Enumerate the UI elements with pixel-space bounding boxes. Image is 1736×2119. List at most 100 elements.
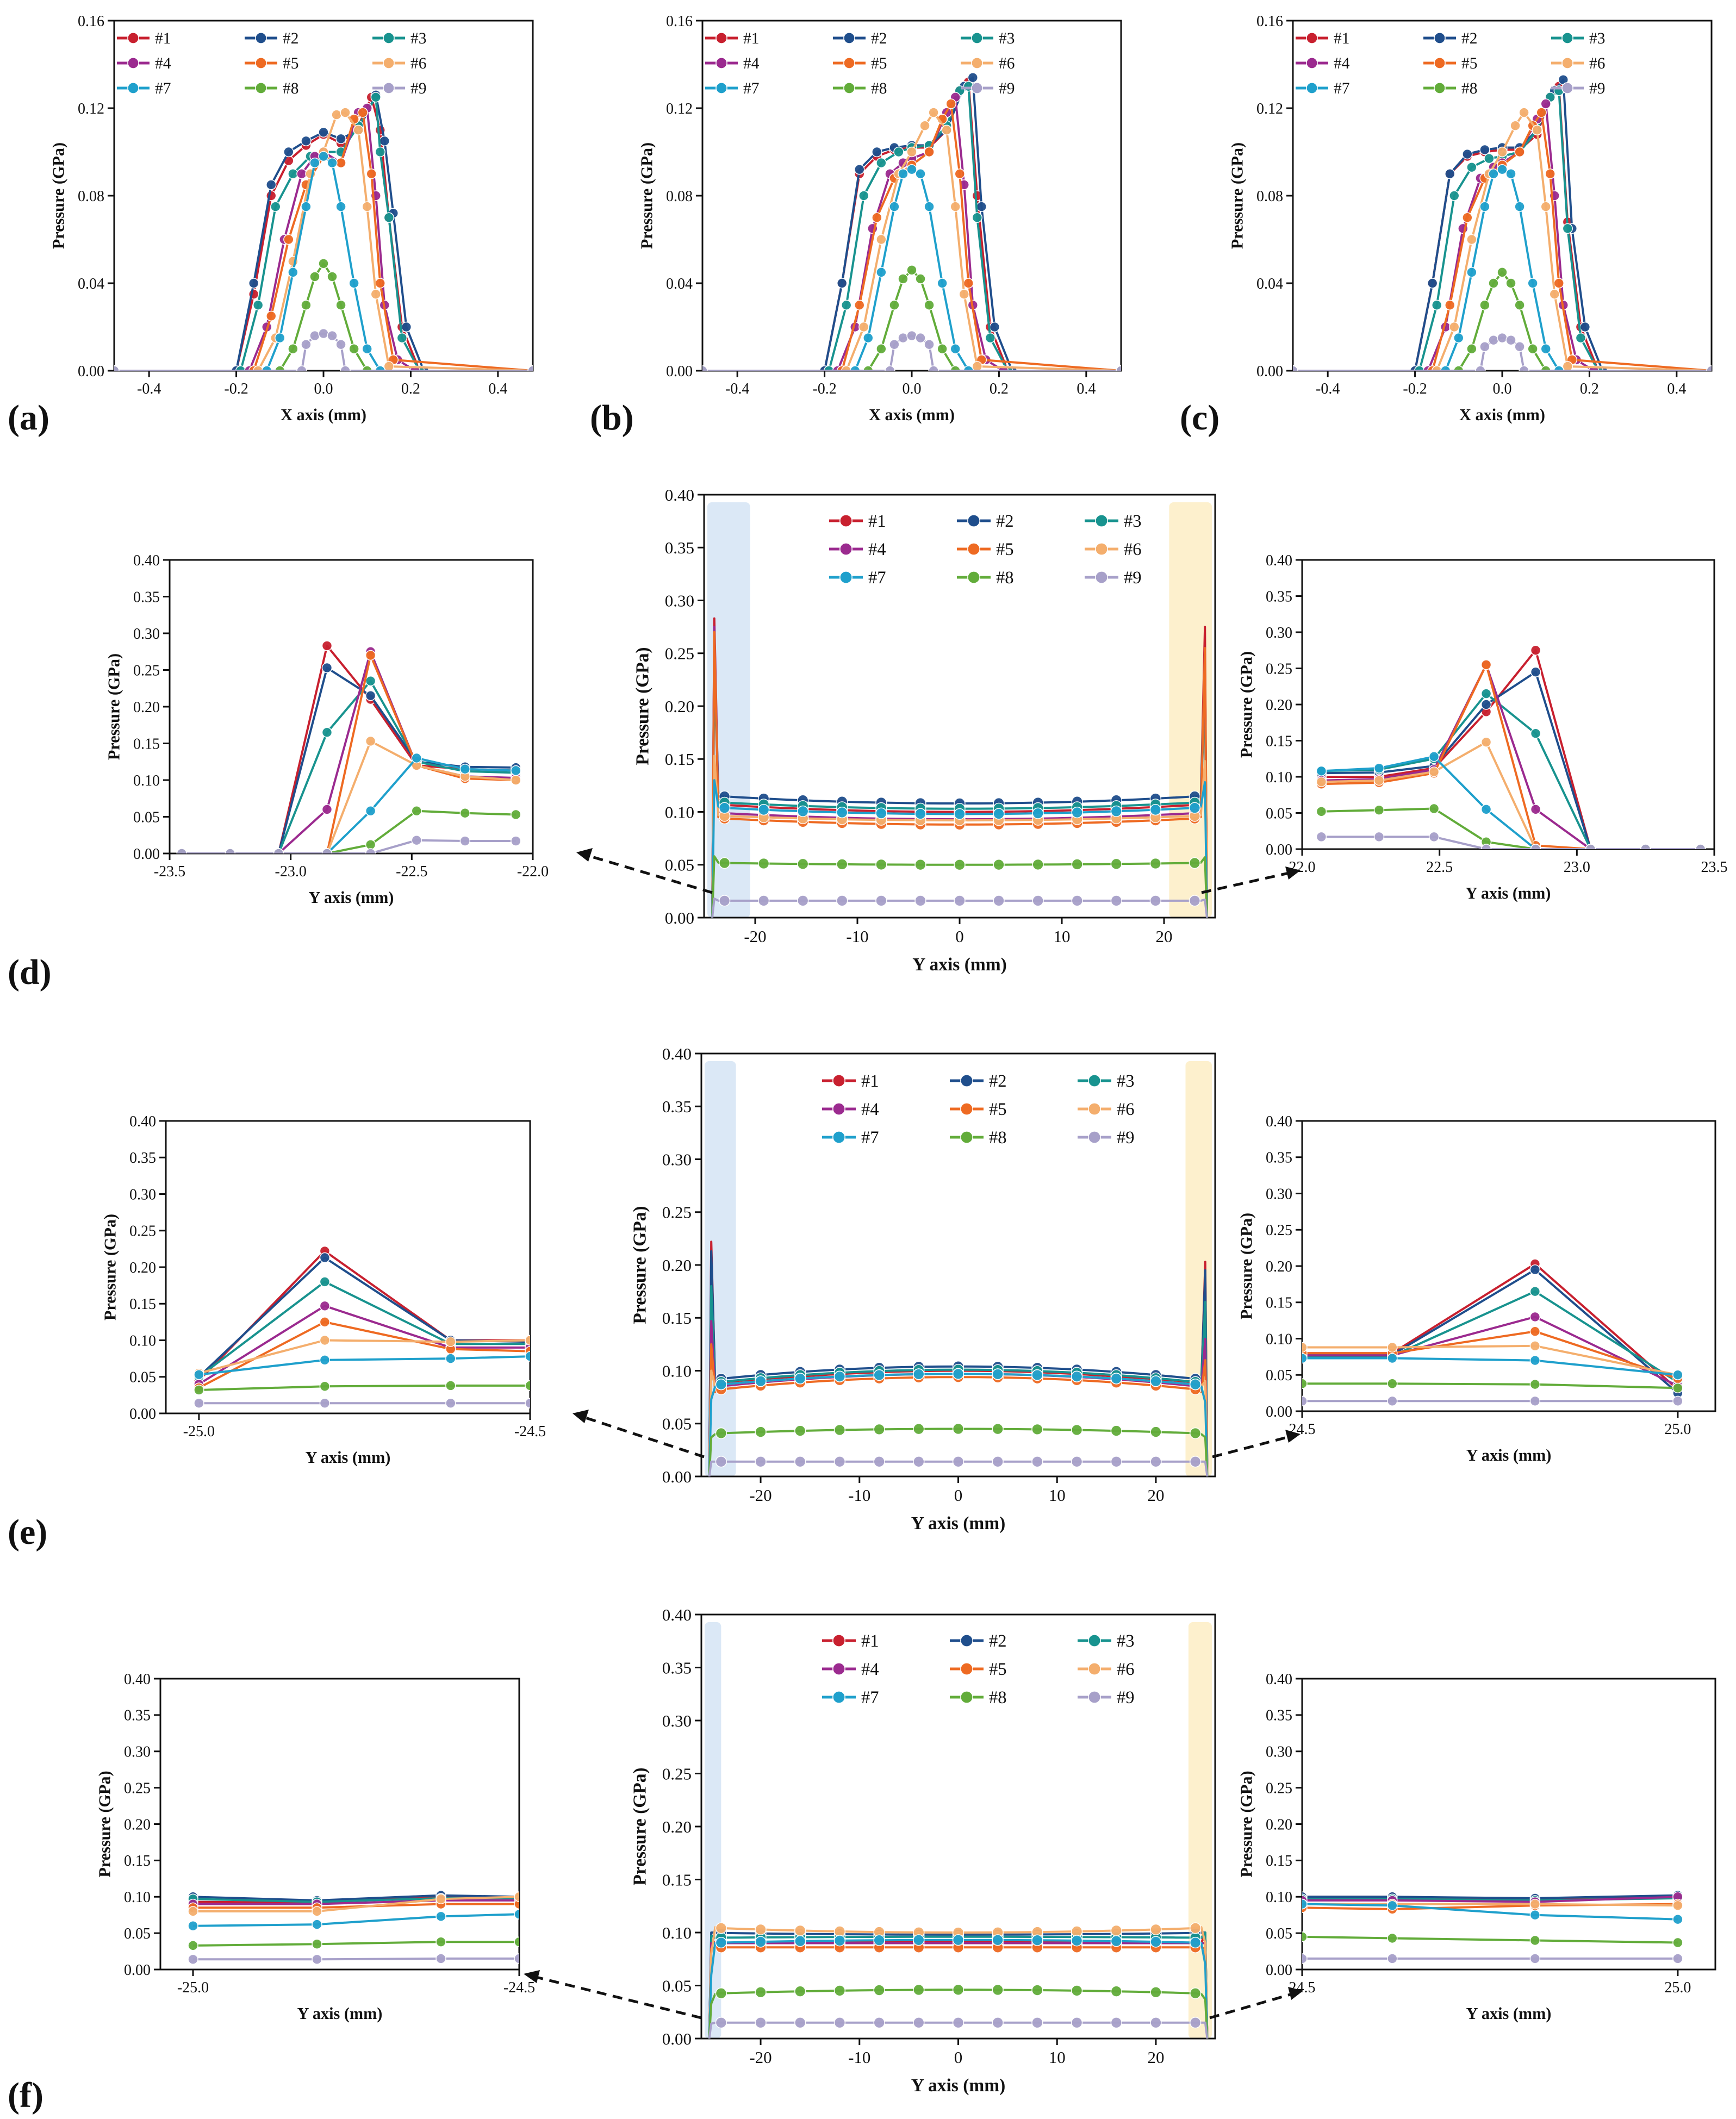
legend-label: #5 — [1461, 55, 1477, 72]
data-point — [435, 1911, 446, 1922]
y-tick-label: 0.05 — [124, 1925, 151, 1942]
legend-marker — [839, 514, 853, 527]
data-point — [1071, 2017, 1083, 2029]
legend-marker — [255, 32, 267, 44]
y-tick-label: 0.15 — [133, 736, 160, 752]
data-point — [1302, 1953, 1308, 1964]
legend-label: #6 — [410, 55, 426, 72]
highlight-right — [1185, 1061, 1212, 1476]
data-point — [858, 321, 869, 333]
data-point — [873, 2017, 885, 2029]
data-point — [1302, 1931, 1308, 1942]
legend-label: #4 — [861, 1100, 879, 1119]
data-point — [188, 1940, 198, 1951]
x-tick-label: 0.4 — [1667, 381, 1686, 397]
data-point — [794, 1935, 806, 1947]
data-point — [1529, 1355, 1541, 1366]
chart-e-left: 0.00 0.05 0.10 0.15 0.20 0.25 0.30 0.35 0.40 -25.… — [101, 1113, 546, 1467]
data-point — [318, 328, 329, 339]
data-point — [715, 1427, 727, 1439]
legend-label: #1 — [861, 1071, 879, 1091]
data-point — [362, 201, 372, 212]
legend-marker — [960, 1074, 973, 1087]
legend-marker — [1434, 57, 1446, 69]
legend-marker — [960, 1131, 973, 1144]
legend-marker — [839, 543, 853, 556]
y-tick-label: 0.25 — [1266, 660, 1292, 677]
data-point — [1529, 1953, 1541, 1964]
data-point — [833, 2017, 846, 2029]
data-point — [327, 330, 338, 341]
data-point — [1387, 1933, 1398, 1944]
data-point — [1462, 148, 1473, 160]
data-point — [1031, 2017, 1043, 2029]
x-tick-label: 0.4 — [488, 381, 507, 397]
data-point — [989, 321, 1000, 333]
x-tick-label: 20 — [1147, 1486, 1164, 1505]
x-tick-label: -0.2 — [1403, 381, 1427, 397]
panel-label-a: (a) — [8, 398, 49, 438]
legend-marker — [715, 32, 727, 44]
series-line-s4 — [198, 1305, 530, 1385]
data-point — [511, 809, 521, 820]
y-tick-label: 0.00 — [1256, 363, 1283, 380]
legend-marker — [383, 57, 395, 69]
data-point — [1529, 1935, 1541, 1946]
data-point — [335, 339, 346, 350]
data-point — [1672, 1937, 1683, 1948]
data-point — [335, 133, 346, 145]
series-line-s8 — [114, 262, 533, 371]
x-axis-title: Y axis (mm) — [1466, 1446, 1552, 1464]
data-point — [863, 332, 874, 344]
data-point — [914, 895, 926, 907]
data-point — [873, 1934, 885, 1946]
legend-marker — [832, 1131, 845, 1144]
data-point — [401, 321, 412, 333]
data-point — [301, 339, 312, 350]
y-axis-title: Pressure (GPa) — [1237, 1213, 1256, 1319]
data-point — [1428, 751, 1440, 762]
data-point — [715, 1936, 727, 1949]
arrow-e-right — [1212, 1435, 1292, 1459]
data-point — [941, 124, 952, 135]
data-point — [411, 834, 422, 846]
data-point — [924, 146, 935, 158]
y-tick-label: 0.04 — [78, 276, 104, 292]
x-tick-label: -0.4 — [725, 381, 749, 397]
data-point — [331, 109, 342, 120]
data-point — [797, 805, 809, 818]
legend-label: #9 — [1117, 1688, 1135, 1707]
data-point — [288, 267, 298, 278]
data-point — [937, 344, 948, 354]
y-tick-label: 0.10 — [129, 1332, 156, 1349]
y-tick-label: 0.05 — [133, 809, 160, 826]
legend-label: #8 — [989, 1128, 1007, 1148]
data-point — [335, 300, 346, 310]
y-tick-label: 0.35 — [133, 589, 160, 606]
legend-marker — [1095, 571, 1108, 584]
chart-e-center: 0.00 0.05 0.10 0.15 0.20 0.25 0.30 0.35 0.40 -20 -… — [630, 1044, 1216, 1534]
x-tick-label: -0.4 — [1316, 381, 1340, 397]
legend-marker — [383, 32, 395, 44]
y-tick-label: 0.08 — [666, 188, 693, 205]
data-point — [952, 2017, 965, 2029]
data-point — [1316, 765, 1327, 777]
data-point — [275, 332, 285, 344]
series-line-s7 — [1302, 1357, 1678, 1376]
legend-marker — [1434, 82, 1446, 94]
data-point — [176, 848, 187, 853]
panel-label-c: (c) — [1180, 398, 1219, 438]
series-line-s5 — [1321, 663, 1701, 849]
y-tick-label: 0.16 — [78, 13, 104, 30]
legend-marker — [1561, 57, 1573, 69]
legend-label: #1 — [743, 30, 759, 47]
y-tick-label: 0.20 — [1266, 1816, 1292, 1833]
data-point — [1189, 1936, 1202, 1949]
highlight-right — [1188, 1622, 1212, 2039]
data-point — [915, 273, 926, 284]
x-tick-label: 0.0 — [1493, 381, 1512, 397]
panel-label-b: (b) — [590, 398, 634, 438]
y-tick-label: 0.15 — [1266, 733, 1292, 750]
series-group — [176, 640, 521, 853]
data-point — [952, 1934, 965, 1946]
